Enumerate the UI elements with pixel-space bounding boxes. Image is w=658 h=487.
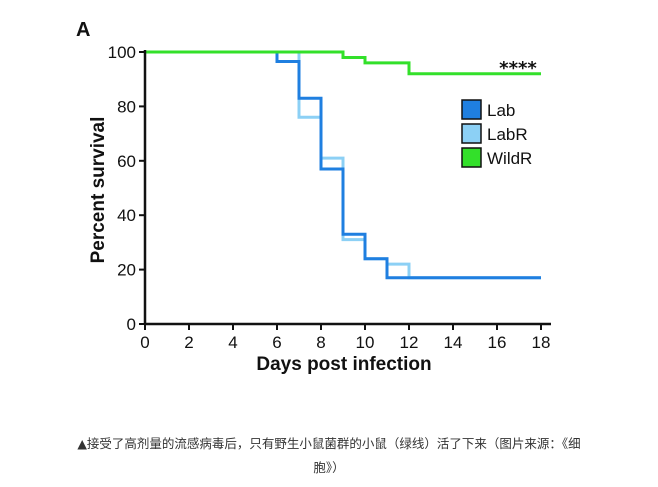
series-layer [145,50,541,280]
series-line-wildr [145,50,541,76]
y-tick-label: 100 [108,43,136,62]
legend-swatch-lab [461,99,482,120]
survival-chart: 0 2 4 6 8 10 12 14 16 18 0 20 40 60 80 100 A **** Days … [76,19,551,375]
legend-label-lab: Lab [487,101,515,120]
x-axis-title: Days post infection [256,354,431,375]
y-tick-label: 40 [117,206,136,225]
x-tick-label: 8 [316,333,325,352]
caption-line-1: ▲接受了高剂量的流感病毒后，只有野生小鼠菌群的小鼠（绿线）活了下来（图片来源：《… [77,436,581,451]
x-tick-label: 4 [228,333,237,352]
significance-annotation: **** [499,58,537,79]
series-line-labr [145,50,541,280]
x-tick-label: 14 [444,333,463,352]
series-line-lab [145,50,541,280]
y-tick-label: 60 [117,152,136,171]
x-tick-label: 10 [356,333,375,352]
legend-swatch-wildr [461,147,482,168]
legend-label-wildr: WildR [487,149,532,168]
ticks-layer: 0 2 4 6 8 10 12 14 16 18 0 20 40 60 80 100 [108,43,551,352]
y-tick-label: 20 [117,261,136,280]
x-tick-label: 2 [184,333,193,352]
legend-label-labr: LabR [487,125,528,144]
x-tick-label: 16 [488,333,507,352]
legend: Lab LabR WildR [461,99,532,168]
y-axis-title: Percent survival [88,117,109,264]
x-tick-label: 18 [532,333,551,352]
caption-line-2: 胞》） [313,460,345,475]
y-tick-label: 80 [117,97,136,116]
y-tick-label: 0 [127,315,136,334]
legend-swatch-labr [461,123,482,144]
axes-layer [143,50,551,326]
x-tick-label: 12 [400,333,419,352]
x-tick-label: 6 [272,333,281,352]
x-tick-label: 0 [140,333,149,352]
panel-label: A [76,19,90,41]
